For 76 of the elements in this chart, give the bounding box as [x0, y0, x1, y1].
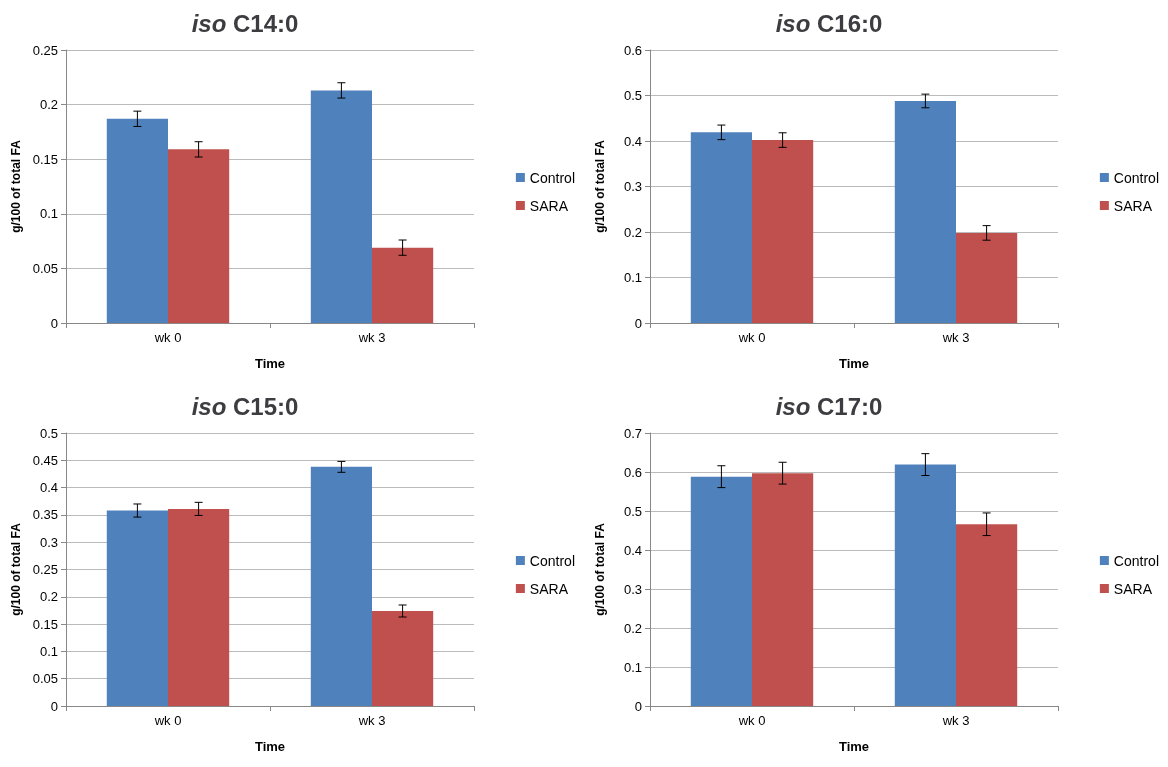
y-tick-label: 0.05 [32, 671, 58, 687]
bar [894, 100, 956, 323]
y-axis-title: g/100 of total FA [8, 522, 23, 616]
y-tick-label: 0.6 [623, 42, 642, 58]
bar [372, 247, 434, 323]
legend-label: Control [529, 552, 576, 569]
x-axis-title: Time [838, 356, 870, 371]
y-tick-label: 0.2 [39, 589, 58, 605]
x-tick-label: wk 0 [153, 713, 182, 728]
bar [752, 140, 814, 323]
y-tick-label: 0.6 [623, 464, 642, 480]
y-tick-label: 0 [634, 315, 642, 331]
x-axis-title: Time [838, 739, 870, 754]
bar [894, 464, 956, 706]
y-tick-label: 0.25 [32, 42, 58, 58]
y-tick-label: 0.5 [623, 88, 642, 103]
y-tick-label: 0.5 [39, 425, 58, 441]
y-tick-label: 0.45 [32, 452, 58, 468]
bar [956, 232, 1018, 323]
y-tick-label: 0.1 [623, 270, 642, 285]
bar [168, 149, 230, 323]
y-axis-title: g/100 of total FA [593, 522, 607, 616]
y-tick-label: 0 [634, 698, 642, 714]
y-tick-label: 0.2 [623, 224, 642, 240]
legend-label: SARA [1113, 580, 1153, 597]
legend-label: Control [529, 169, 576, 186]
y-tick-label: 0.5 [623, 503, 642, 519]
x-tick-label: wk 3 [941, 713, 970, 728]
y-tick-label: 0.15 [32, 616, 58, 632]
bar [956, 524, 1018, 706]
y-tick-label: 0.4 [623, 542, 642, 558]
y-tick-label: 0.1 [623, 659, 642, 675]
legend-label: Control [1113, 552, 1160, 569]
chart-title: iso C16:0 [775, 9, 883, 37]
x-axis-title: Time [254, 356, 286, 371]
bar [106, 510, 168, 706]
y-tick-label: 0.4 [39, 480, 58, 496]
y-tick-label: 0.3 [623, 179, 642, 194]
y-tick-label: 0.2 [39, 97, 58, 113]
x-tick-label: wk 0 [153, 330, 182, 345]
x-tick-label: wk 0 [737, 713, 766, 728]
bar [310, 90, 372, 323]
bar [690, 132, 752, 323]
x-tick-label: wk 3 [941, 330, 970, 345]
y-tick-label: 0.3 [623, 581, 642, 597]
chart-title: iso C14:0 [191, 9, 299, 37]
bar [106, 118, 168, 323]
y-tick-label: 0 [50, 315, 58, 331]
x-tick-label: wk 3 [357, 330, 386, 345]
y-tick-label: 0 [50, 698, 58, 714]
x-tick-label: wk 3 [357, 713, 386, 728]
legend-label: Control [1113, 169, 1160, 186]
y-tick-label: 0.1 [39, 206, 58, 222]
bar [168, 508, 230, 706]
bar [752, 473, 814, 706]
bar [372, 611, 434, 706]
y-tick-label: 0.25 [32, 562, 58, 577]
y-tick-label: 0.3 [39, 534, 58, 550]
y-tick-label: 0.7 [623, 425, 642, 441]
bar [690, 476, 752, 706]
legend-label: SARA [529, 197, 569, 214]
legend-label: SARA [529, 580, 569, 597]
legend-label: SARA [1113, 197, 1153, 214]
x-tick-label: wk 0 [737, 330, 766, 345]
chart-title: iso C17:0 [775, 392, 883, 420]
chart-title: iso C15:0 [191, 392, 299, 420]
y-tick-label: 0.4 [623, 133, 642, 149]
y-tick-label: 0.35 [32, 507, 58, 523]
y-tick-label: 0.1 [39, 643, 58, 659]
y-tick-label: 0.05 [32, 260, 58, 276]
y-axis-title: g/100 of total FA [593, 139, 607, 233]
y-axis-title: g/100 of total FA [8, 139, 23, 233]
y-tick-label: 0.15 [32, 151, 58, 167]
bar [310, 466, 372, 706]
x-axis-title: Time [254, 739, 286, 754]
y-tick-label: 0.2 [623, 620, 642, 636]
